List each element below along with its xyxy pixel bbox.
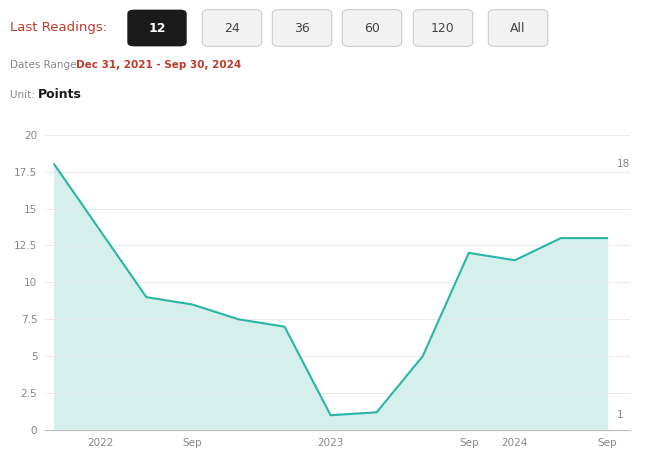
- FancyBboxPatch shape: [127, 10, 187, 46]
- Text: Dec 31, 2021 - Sep 30, 2024: Dec 31, 2021 - Sep 30, 2024: [76, 60, 241, 70]
- Text: 120: 120: [431, 22, 455, 34]
- Text: Last Readings:: Last Readings:: [10, 22, 107, 34]
- Text: 36: 36: [294, 22, 310, 34]
- FancyBboxPatch shape: [488, 10, 548, 46]
- Text: Dates Range:: Dates Range:: [10, 60, 83, 70]
- Text: Unit:: Unit:: [10, 90, 38, 100]
- Text: 24: 24: [224, 22, 240, 34]
- FancyBboxPatch shape: [273, 10, 332, 46]
- Text: 60: 60: [364, 22, 380, 34]
- FancyBboxPatch shape: [413, 10, 473, 46]
- Text: 18: 18: [617, 159, 630, 169]
- Text: Points: Points: [38, 89, 82, 101]
- Text: 12: 12: [148, 22, 166, 34]
- FancyBboxPatch shape: [203, 10, 262, 46]
- FancyBboxPatch shape: [343, 10, 402, 46]
- Text: All: All: [510, 22, 526, 34]
- Text: 1: 1: [617, 410, 624, 420]
